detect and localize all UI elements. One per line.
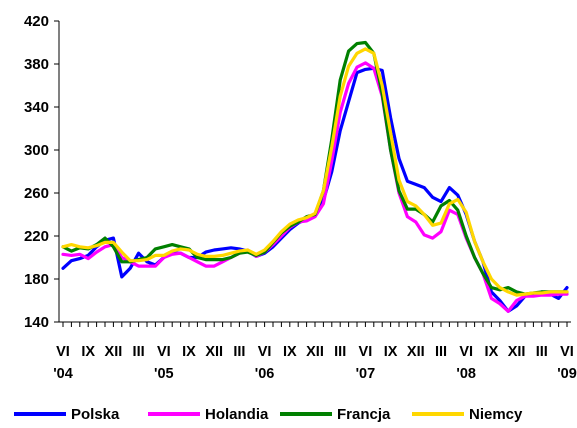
series-line-niemcy bbox=[61, 47, 569, 297]
y-tick-label: 300 bbox=[24, 142, 49, 159]
x-tick-label: VI bbox=[157, 344, 171, 360]
x-tick-label: XII bbox=[306, 344, 324, 360]
x-tick-label: III bbox=[133, 344, 145, 360]
x-tick-label: VI bbox=[56, 344, 70, 360]
y-tick-label: 220 bbox=[24, 228, 49, 245]
series-line-holandia bbox=[61, 61, 569, 313]
x-axis: VI IX XII III VI IX XII III VI IX XII III VI IX XII III… bbox=[53, 321, 577, 382]
x-tick-label: VI bbox=[359, 344, 373, 360]
series-line-polska bbox=[61, 66, 569, 313]
x-tick-label: XII bbox=[407, 344, 425, 360]
y-tick-label: 420 bbox=[24, 13, 49, 30]
legend-label-holandia: Holandia bbox=[205, 406, 269, 423]
year-label: '05 bbox=[154, 366, 174, 382]
x-tick-label: IX bbox=[283, 344, 297, 360]
legend: Polska Holandia Francja Niemcy bbox=[14, 406, 523, 423]
x-tick-label: III bbox=[334, 344, 346, 360]
legend-label-niemcy: Niemcy bbox=[469, 406, 523, 423]
y-tick-label: 180 bbox=[24, 271, 49, 288]
x-tick-label: IX bbox=[182, 344, 196, 360]
y-axis: 140 180 220 260 300 340 380 420 bbox=[24, 13, 60, 331]
x-tick-label: XII bbox=[105, 344, 123, 360]
legend-label-polska: Polska bbox=[71, 406, 120, 423]
x-tick-label: IX bbox=[81, 344, 95, 360]
y-tick-label: 140 bbox=[24, 314, 49, 331]
x-tick-label: III bbox=[536, 344, 548, 360]
x-tick-label: VI bbox=[560, 344, 574, 360]
x-tick-label: IX bbox=[485, 344, 499, 360]
y-tick-label: 380 bbox=[24, 56, 49, 73]
year-label: '08 bbox=[456, 366, 476, 382]
x-tick-label: XII bbox=[508, 344, 526, 360]
x-tick-label: IX bbox=[384, 344, 398, 360]
year-label: '09 bbox=[557, 366, 577, 382]
x-tick-label: VI bbox=[258, 344, 272, 360]
y-tick-label: 260 bbox=[24, 185, 49, 202]
x-tick-label: III bbox=[233, 344, 245, 360]
year-label: '07 bbox=[356, 366, 376, 382]
x-tick-label: VI bbox=[459, 344, 473, 360]
year-label: '06 bbox=[255, 366, 275, 382]
y-tick-label: 340 bbox=[24, 99, 49, 116]
x-tick-label: III bbox=[435, 344, 447, 360]
legend-label-francja: Francja bbox=[337, 406, 391, 423]
x-tick-label: XII bbox=[205, 344, 223, 360]
year-label: '04 bbox=[53, 366, 73, 382]
plot-lines bbox=[61, 40, 569, 313]
